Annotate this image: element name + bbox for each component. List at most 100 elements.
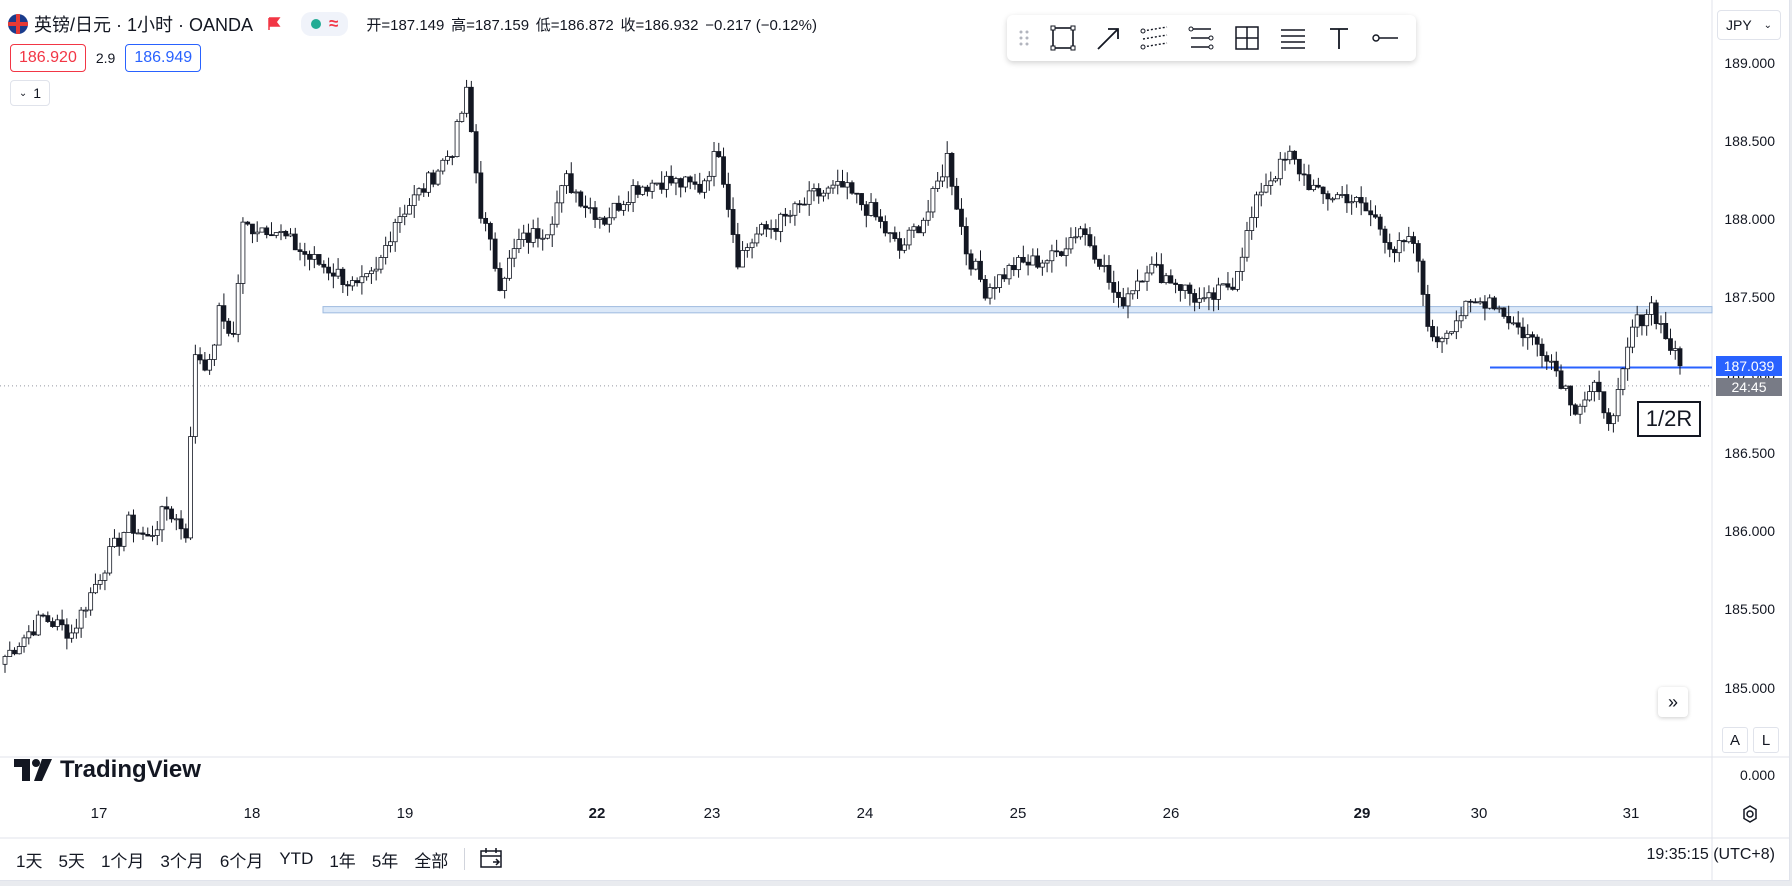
calendar-range-icon[interactable] bbox=[479, 847, 505, 871]
rectangle-tool-button[interactable] bbox=[1045, 20, 1081, 56]
bullish-candle bbox=[1625, 346, 1631, 370]
bullish-candle bbox=[388, 241, 393, 246]
bullish-candle bbox=[649, 182, 655, 192]
range-button[interactable]: 5天 bbox=[58, 851, 85, 871]
bullish-candle bbox=[216, 305, 222, 346]
bullish-candle bbox=[1311, 184, 1316, 191]
bullish-candle bbox=[564, 173, 569, 187]
bullish-candle bbox=[1125, 293, 1131, 307]
bullish-candle bbox=[440, 159, 446, 172]
bearish-candle bbox=[202, 359, 208, 371]
bearish-candle bbox=[64, 624, 70, 639]
time-axis-label: 19 bbox=[396, 805, 414, 822]
range-button[interactable]: YTD bbox=[279, 849, 314, 868]
bearish-candle bbox=[1534, 336, 1540, 345]
bullish-candle bbox=[173, 518, 179, 521]
text-tool-button[interactable] bbox=[1321, 20, 1357, 56]
bullish-candle bbox=[1334, 194, 1340, 200]
open-value: 开=187.149 bbox=[366, 16, 445, 34]
bearish-candle bbox=[1001, 274, 1007, 280]
bearish-candle bbox=[602, 217, 607, 225]
bullish-candle bbox=[402, 213, 408, 218]
bullish-candle bbox=[107, 546, 113, 574]
lines-tool-button[interactable] bbox=[1275, 20, 1311, 56]
log-scale-button[interactable]: L bbox=[1753, 727, 1779, 753]
sell-button[interactable]: 186.920 bbox=[10, 44, 86, 72]
market-status[interactable]: ≈ bbox=[301, 12, 349, 36]
symbol-title[interactable]: 英镑/日元 · 1小时 · OANDA bbox=[34, 15, 254, 35]
crosshair-box-tool-button[interactable] bbox=[1229, 20, 1265, 56]
bullish-candle bbox=[1439, 337, 1445, 343]
horizontal-ray-icon bbox=[1372, 34, 1398, 42]
bullish-candle bbox=[1587, 391, 1592, 401]
bearish-candle bbox=[526, 232, 531, 243]
range-button[interactable]: 1年 bbox=[329, 851, 356, 871]
annotation-label[interactable]: 1/2R bbox=[1637, 401, 1701, 437]
price-axis-label: 0.000 bbox=[1739, 767, 1775, 783]
bullish-candle bbox=[511, 248, 517, 259]
bearish-candle bbox=[1596, 381, 1602, 393]
bullish-candle bbox=[97, 580, 103, 585]
bearish-candle bbox=[568, 173, 574, 194]
bullish-candle bbox=[1634, 314, 1640, 328]
bullish-candle bbox=[587, 207, 593, 210]
buy-button[interactable]: 186.949 bbox=[125, 44, 202, 72]
horizontal-ray-tool-button[interactable] bbox=[1367, 20, 1403, 56]
bearish-candle bbox=[1368, 210, 1374, 216]
regression-trend-tool-button[interactable] bbox=[1183, 20, 1219, 56]
range-button[interactable]: 5年 bbox=[371, 851, 399, 871]
bullish-candle bbox=[1406, 236, 1412, 243]
bullish-candle bbox=[706, 175, 712, 182]
price-axis-label: 186.000 bbox=[1724, 523, 1775, 540]
bullish-candle bbox=[1030, 255, 1036, 266]
bearish-candle bbox=[1544, 355, 1550, 362]
flag-icon[interactable] bbox=[267, 17, 281, 31]
change-value: −0.217 (−0.12%) bbox=[705, 16, 817, 34]
indicators-toggle[interactable]: ⌄ 1 bbox=[10, 80, 50, 106]
bearish-candle bbox=[583, 205, 588, 209]
range-button[interactable]: 1个月 bbox=[100, 851, 145, 871]
bullish-candle bbox=[1263, 185, 1269, 193]
bullish-candle bbox=[1610, 415, 1616, 425]
bearish-candle bbox=[1568, 385, 1573, 406]
bearish-candle bbox=[1606, 412, 1612, 425]
bearish-candle bbox=[1492, 297, 1497, 310]
text-icon bbox=[1330, 28, 1348, 49]
bullish-candle bbox=[1458, 315, 1464, 322]
bullish-candle bbox=[1487, 297, 1493, 309]
bearish-candle bbox=[1058, 251, 1064, 256]
bullish-candle bbox=[611, 202, 617, 219]
range-button[interactable]: 1天 bbox=[16, 851, 43, 871]
parallel-channel-tool-button[interactable] bbox=[1137, 20, 1173, 56]
bullish-candle bbox=[1078, 228, 1083, 238]
bullish-candle bbox=[78, 609, 84, 629]
settings-icon[interactable] bbox=[1740, 804, 1760, 824]
bearish-candle bbox=[978, 260, 983, 280]
currency-select[interactable]: JPY ⌄ bbox=[1717, 10, 1781, 40]
bearish-candle bbox=[1663, 323, 1669, 340]
tradingview-logo[interactable]: TradingView bbox=[14, 756, 201, 784]
bearish-candle bbox=[164, 506, 170, 510]
bullish-candle bbox=[778, 213, 784, 232]
bearish-candle bbox=[1539, 343, 1545, 356]
bullish-candle bbox=[1044, 260, 1050, 264]
bearish-candle bbox=[616, 202, 622, 211]
chevron-down-icon: ⌄ bbox=[1763, 19, 1772, 31]
range-button[interactable]: 3个月 bbox=[160, 851, 204, 871]
arrow-tool-button[interactable] bbox=[1091, 20, 1127, 56]
range-button[interactable]: 6个月 bbox=[219, 851, 264, 871]
bearish-candle bbox=[882, 221, 888, 234]
drag-handle-icon[interactable] bbox=[1015, 18, 1035, 58]
range-button[interactable]: 全部 bbox=[414, 851, 449, 871]
bearish-candle bbox=[1373, 214, 1378, 218]
bullish-candle bbox=[16, 646, 22, 655]
scroll-to-realtime-button[interactable]: » bbox=[1658, 687, 1688, 717]
bullish-candle bbox=[1201, 297, 1207, 300]
auto-scale-button[interactable]: A bbox=[1722, 727, 1748, 753]
clock-timezone[interactable]: 19:35:15 (UTC+8) bbox=[1646, 846, 1775, 863]
bullish-candle bbox=[507, 257, 512, 279]
bullish-candle bbox=[901, 244, 907, 251]
bullish-candle bbox=[759, 224, 765, 235]
bearish-candle bbox=[782, 213, 788, 217]
